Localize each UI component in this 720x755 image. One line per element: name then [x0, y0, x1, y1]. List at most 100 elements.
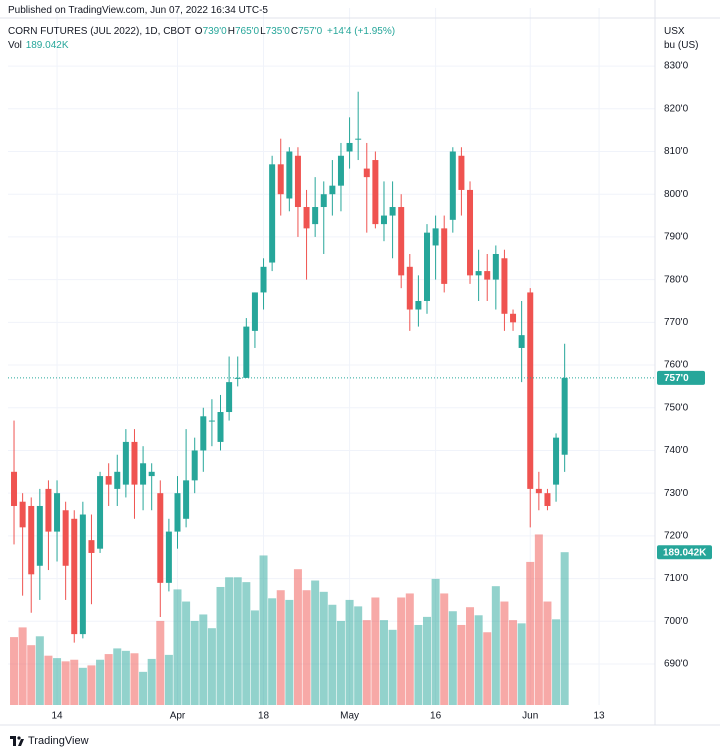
y-tick-label: 760'0 [664, 360, 689, 371]
candle-body [441, 228, 448, 284]
volume-bar [414, 624, 423, 705]
legend-value: 757'0 [298, 26, 323, 37]
candle-body [131, 441, 138, 485]
volume-bar [491, 586, 500, 705]
candle-body [535, 488, 542, 494]
candle-body [140, 463, 147, 485]
volume-bar [190, 620, 199, 705]
ohlc: O739'0H765'0L735'0C757'0 [195, 26, 323, 37]
volume-bar [27, 645, 36, 705]
volume-bar [483, 632, 492, 705]
candle-body [346, 142, 353, 152]
candle-body [467, 189, 474, 276]
volume-bar [147, 658, 156, 705]
volume-bar [379, 620, 388, 705]
candle-body [458, 155, 465, 190]
volume-label: 189.042K [663, 547, 707, 558]
candle-body [492, 254, 499, 280]
legend-key: H [227, 26, 235, 37]
volume-bar [560, 552, 569, 705]
candle-body [165, 531, 172, 583]
volume-bar [104, 654, 113, 705]
brand-name: TradingView [28, 735, 89, 747]
volume-bar [61, 661, 70, 705]
candle-body [243, 326, 250, 378]
volume-bar [182, 601, 191, 705]
volume-bar [371, 597, 380, 705]
candle-body [475, 271, 482, 276]
volume-bar [18, 627, 27, 705]
candle-body [449, 151, 456, 220]
x-tick-label: 18 [258, 711, 270, 722]
y-tick-label: 720'0 [664, 531, 689, 542]
volume-bar [440, 593, 449, 705]
y-tick-label: 750'0 [664, 402, 689, 413]
x-tick-label: Jun [522, 711, 538, 722]
y-tick-label: 690'0 [664, 659, 689, 670]
candle-body [79, 514, 86, 635]
candle-body [389, 207, 396, 216]
candle-body [501, 258, 508, 314]
last-price-label: 757'0 [664, 373, 689, 384]
candle-body [200, 416, 207, 451]
volume-bar [207, 628, 216, 705]
candle-body [355, 138, 362, 140]
y-tick-label: 770'0 [664, 317, 689, 328]
y-tick-label: 740'0 [664, 445, 689, 456]
volume-bar [534, 534, 543, 705]
legend-value: 735'0 [265, 26, 290, 37]
candle-body [363, 168, 370, 178]
y-tick-label: 730'0 [664, 488, 689, 499]
y-tick-label: 780'0 [664, 274, 689, 285]
volume-bar [268, 598, 277, 705]
volume-bar [242, 582, 251, 705]
volume-bar [199, 614, 208, 705]
candle-body [484, 271, 491, 280]
candle-body [226, 382, 233, 413]
volume-bar [517, 623, 526, 705]
candle-body [217, 412, 224, 442]
volume-bar [233, 577, 242, 705]
candle-body [105, 476, 112, 485]
x-tick-label: May [340, 711, 359, 722]
y-tick-label: 800'0 [664, 189, 689, 200]
volume-bar [319, 591, 328, 705]
volume-bar [285, 599, 294, 705]
volume-bar [130, 653, 139, 705]
legend-key: C [290, 26, 299, 37]
volume-value: 189.042K [25, 40, 69, 51]
candle-body [183, 480, 190, 519]
brand: TradingView [10, 735, 90, 747]
volume-bar [500, 601, 509, 705]
change: +14'4 (+1.95%) [327, 26, 396, 37]
x-tick-label: Apr [170, 711, 186, 722]
candle-body [269, 164, 276, 263]
volume-bar [87, 665, 96, 705]
candle-body [561, 377, 568, 455]
candle-body [71, 518, 78, 635]
volume-bar [336, 620, 345, 705]
candle-body [398, 207, 405, 276]
candle-body [97, 476, 104, 549]
brand-logo [10, 736, 24, 746]
chart-title: CORN FUTURES (JUL 2022), 1D, CBOT [8, 26, 191, 37]
candle-body [527, 292, 534, 489]
legend-key: L [260, 26, 266, 37]
x-tick-label: 16 [430, 711, 442, 722]
x-tick-label: 13 [594, 711, 606, 722]
last-price-box [657, 370, 705, 385]
candle-body [303, 207, 310, 229]
volume-bar [53, 658, 62, 705]
volume-bar [457, 624, 466, 705]
volume-bar [552, 619, 561, 705]
volume-bar [113, 648, 122, 705]
candle-body [432, 228, 439, 246]
candle-body [28, 505, 35, 575]
y-tick-label: 710'0 [664, 573, 689, 584]
volume-bar [354, 606, 363, 705]
candle-body [510, 313, 517, 323]
volume-bar [250, 610, 259, 705]
candle-body [62, 510, 69, 566]
volume-bar [139, 671, 148, 705]
candle-body [380, 215, 387, 225]
